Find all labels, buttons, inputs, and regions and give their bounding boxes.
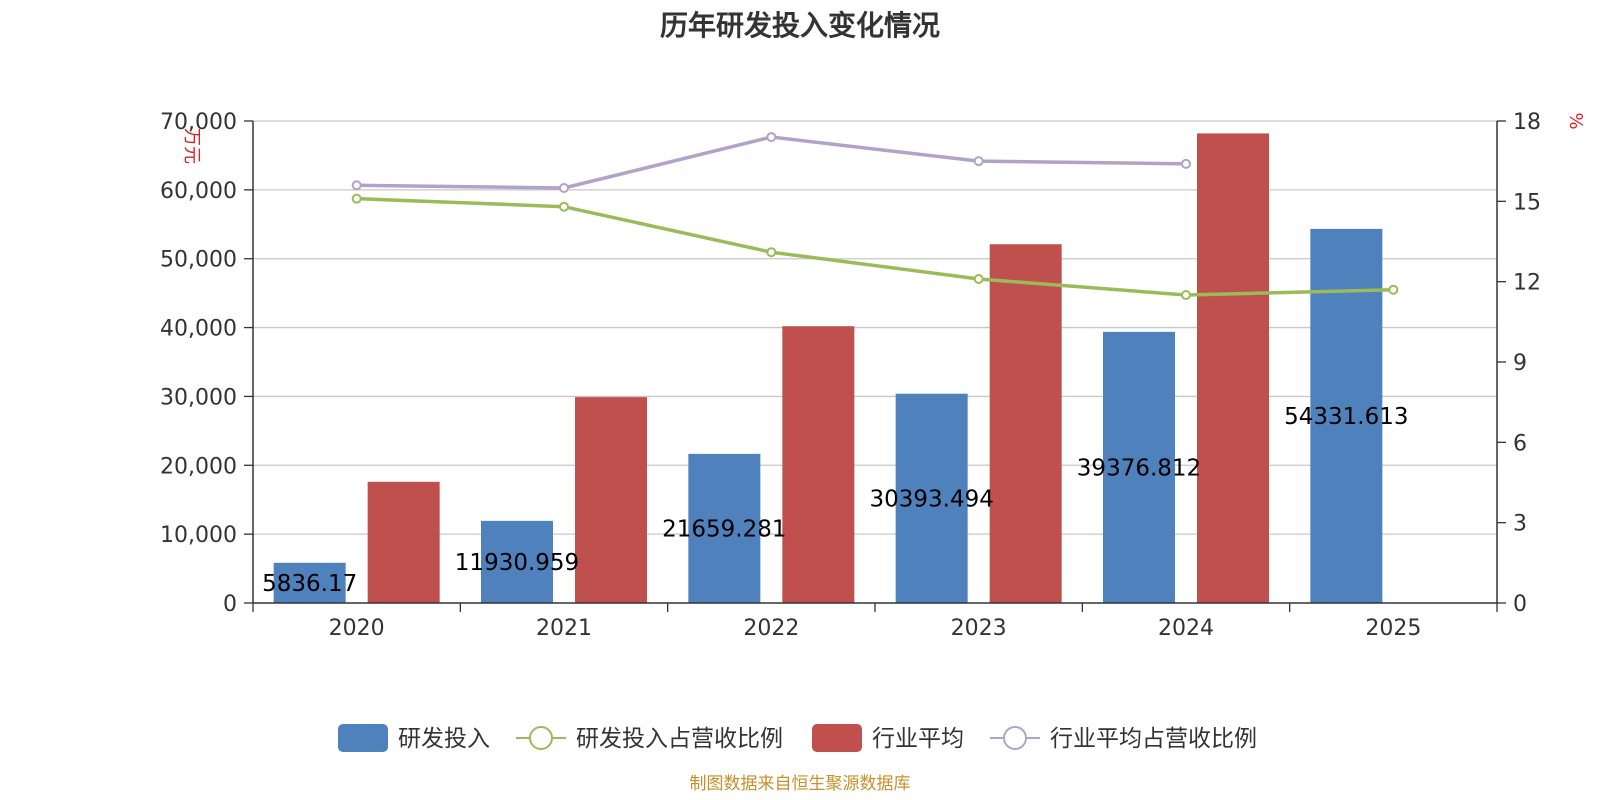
- bar: [1197, 133, 1269, 603]
- bar: [989, 244, 1062, 604]
- series-line: [356, 135, 1187, 190]
- source-note: 制图数据来自恒生聚源数据库: [689, 774, 911, 794]
- right-tick-label: 12: [1513, 271, 1541, 296]
- legend-bar-swatch: [812, 724, 862, 752]
- data-labels: 5836.17 11930.959 21659.281 30393.494 39376.…: [262, 404, 1408, 597]
- bar: [273, 562, 346, 603]
- line-point: [351, 193, 362, 204]
- line-point: [973, 156, 984, 167]
- bar: [575, 397, 647, 603]
- bar: [367, 481, 440, 603]
- right-tick-label: 9: [1513, 351, 1527, 376]
- legend: 研发投入 研发投入占营收比例 行业平均 行业平均占营收比例: [338, 724, 1257, 752]
- line-point: [1181, 290, 1191, 301]
- legend-label: 行业平均: [872, 726, 964, 752]
- line-point: [973, 273, 984, 284]
- legend-label: 研发投入: [398, 726, 490, 752]
- bar-data-label: 11930.959: [455, 550, 579, 576]
- legend-label: 研发投入占营收比例: [576, 726, 783, 752]
- line-point: [766, 247, 777, 258]
- line-point: [766, 132, 777, 143]
- x-tick-label: 2021: [536, 616, 592, 641]
- series-line: [356, 196, 1394, 297]
- right-axis-unit: %: [1565, 112, 1586, 129]
- grid-lines: [253, 120, 1497, 535]
- bar-data-label: 21659.281: [662, 516, 786, 542]
- line-point: [1388, 284, 1399, 295]
- x-tick-label: 2022: [743, 616, 799, 641]
- left-tick-label: 10,000: [160, 523, 237, 548]
- left-axis-unit: 万元: [181, 128, 202, 164]
- left-tick-label: 60,000: [160, 179, 237, 204]
- legend-marker: [529, 726, 553, 750]
- line-point: [1181, 158, 1191, 169]
- line-series: [351, 132, 1399, 301]
- right-tick-label: 15: [1513, 190, 1541, 215]
- legend-label: 行业平均占营收比例: [1050, 726, 1257, 752]
- chart-title: 历年研发投入变化情况: [659, 9, 940, 42]
- line-point: [351, 180, 362, 191]
- bar-data-label: 30393.494: [869, 486, 993, 512]
- bar-series: [273, 133, 1383, 604]
- left-tick-label: 0: [223, 592, 237, 617]
- bar-data-label: 39376.812: [1077, 455, 1201, 481]
- right-tick-label: 6: [1513, 431, 1527, 456]
- right-tick-label: 18: [1513, 110, 1541, 135]
- x-tick-label: 2025: [1365, 616, 1421, 641]
- bar: [688, 453, 761, 603]
- bar-data-label: 54331.613: [1284, 404, 1408, 430]
- line-point: [559, 201, 569, 212]
- legend-marker: [1003, 726, 1027, 750]
- left-tick-label: 20,000: [160, 454, 237, 479]
- left-tick-label: 50,000: [160, 248, 237, 273]
- bar: [1103, 331, 1175, 603]
- line-point: [559, 182, 569, 193]
- right-tick-label: 3: [1513, 512, 1527, 537]
- left-tick-label: 70,000: [160, 110, 237, 135]
- x-tick-label: 2023: [951, 616, 1007, 641]
- bar: [481, 520, 553, 603]
- left-tick-label: 30,000: [160, 385, 237, 410]
- legend-bar-swatch: [338, 724, 388, 752]
- x-tick-label: 2024: [1158, 616, 1214, 641]
- axes: 0 10,000 20,000 30,000 40,000 50,000 60,000 70,…: [160, 110, 1586, 641]
- left-tick-label: 40,000: [160, 317, 237, 342]
- right-tick-label: 0: [1513, 592, 1527, 617]
- bar: [782, 326, 855, 603]
- x-tick-label: 2020: [329, 616, 385, 641]
- bar: [895, 393, 968, 603]
- bar-data-label: 5836.17: [262, 571, 357, 597]
